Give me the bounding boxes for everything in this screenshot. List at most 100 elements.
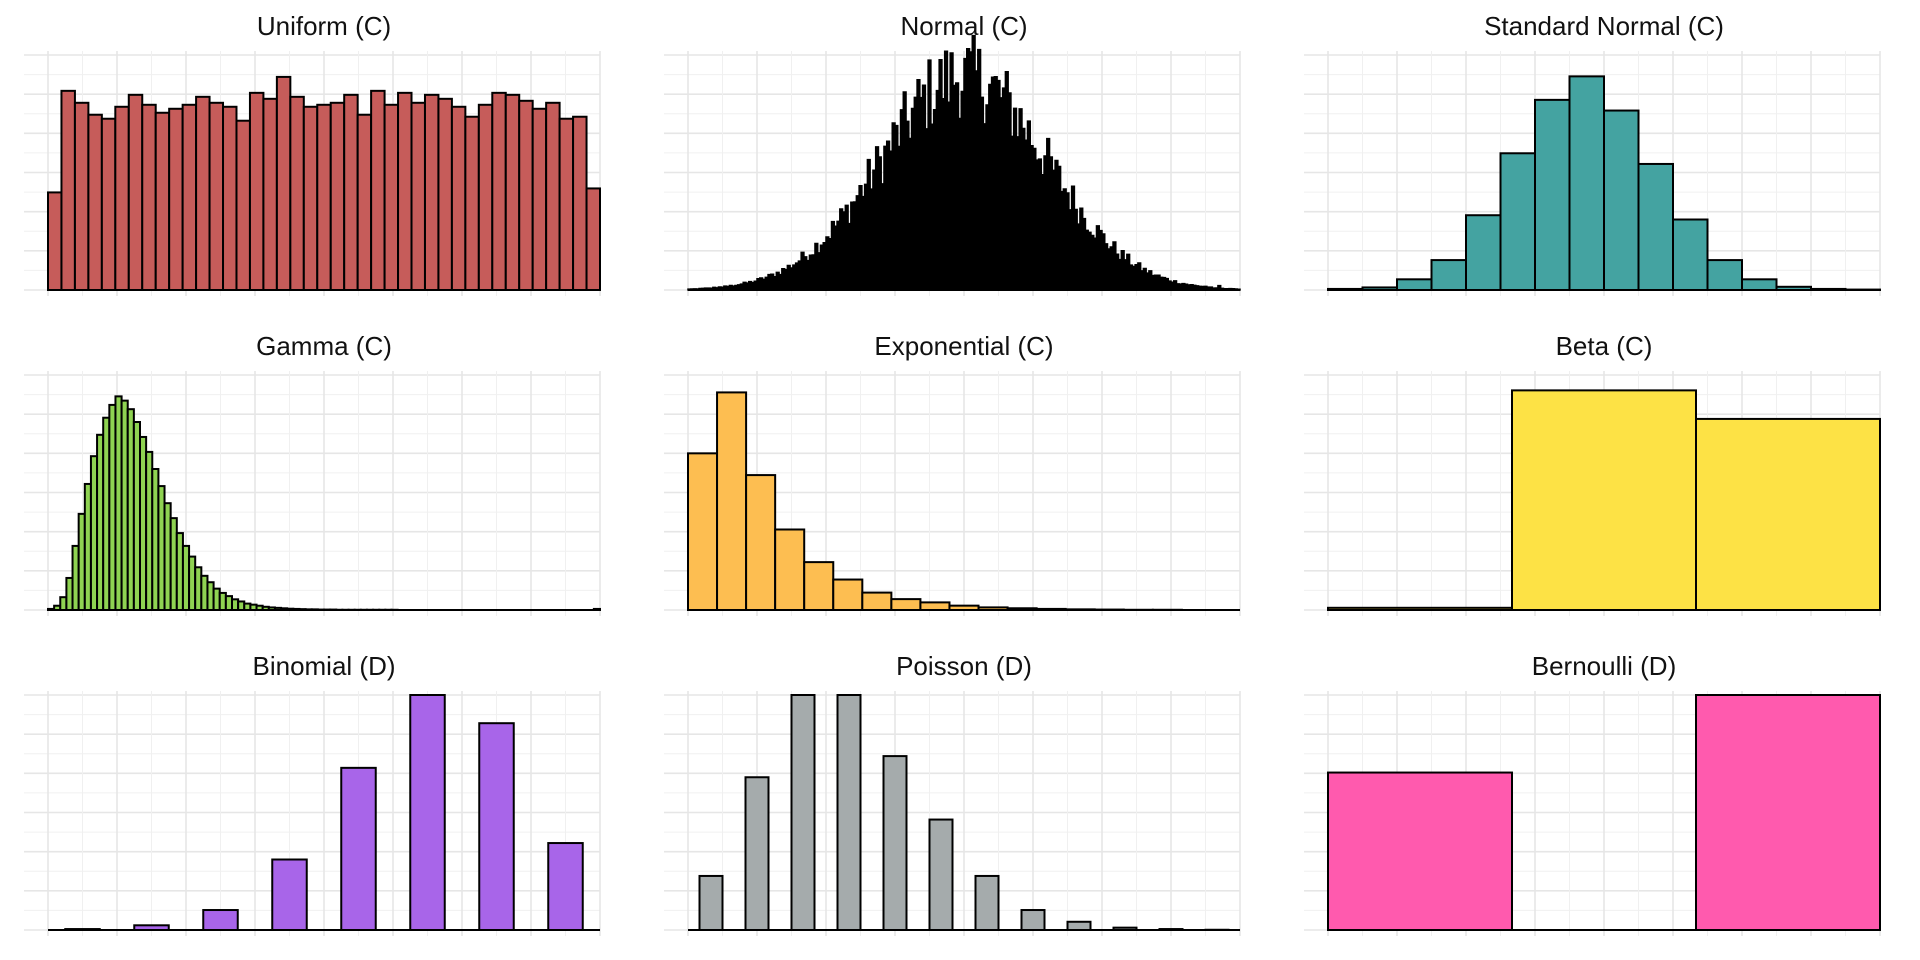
bar (1695, 694, 1881, 931)
bar (127, 93, 144, 291)
panel-standard-normal: Standard Normal (C) (1304, 11, 1881, 296)
panel-title: Standard Normal (C) (1484, 11, 1724, 41)
bar (698, 874, 724, 932)
bar (168, 107, 184, 292)
bar (890, 598, 922, 611)
bar (478, 722, 515, 932)
bar (383, 103, 400, 291)
bar (928, 818, 954, 931)
bar (222, 105, 238, 291)
bar (585, 187, 601, 291)
bar (558, 117, 575, 291)
panel-exponential: Exponential (C) (664, 331, 1241, 616)
bar (271, 858, 308, 931)
bar (1603, 109, 1640, 291)
bar (437, 97, 453, 292)
bar (803, 561, 835, 612)
bar (275, 75, 292, 291)
panel-gamma: Gamma (C) (24, 331, 601, 616)
bar (832, 578, 864, 612)
bar (262, 97, 278, 292)
bar (60, 89, 76, 291)
bar-series (687, 391, 1183, 612)
bar (1568, 75, 1605, 292)
bar (518, 99, 534, 291)
bar (1534, 98, 1571, 292)
bar (919, 601, 951, 612)
bar (114, 105, 130, 291)
panel-title: Uniform (C) (257, 11, 391, 41)
panel-title: Binomial (D) (252, 651, 395, 681)
bar-series (64, 694, 584, 932)
panel-title: Bernoulli (D) (1532, 651, 1677, 681)
bar (1741, 278, 1778, 291)
bar (744, 776, 770, 931)
bar (316, 103, 332, 291)
bar (47, 191, 63, 291)
bar (450, 105, 467, 291)
bar-series (47, 75, 601, 292)
bar-series (698, 694, 1230, 932)
bar (477, 103, 494, 291)
bar (745, 474, 777, 611)
panel-title: Poisson (D) (896, 651, 1032, 681)
bar (235, 119, 251, 291)
bar (195, 95, 211, 291)
bar (1327, 771, 1513, 931)
panel-title: Gamma (C) (256, 331, 392, 361)
panel-title: Normal (C) (900, 11, 1027, 41)
panel-binomial: Binomial (D) (24, 651, 601, 936)
bar (410, 101, 426, 291)
bar (1511, 389, 1697, 612)
bar (1672, 218, 1709, 291)
bar (1695, 417, 1881, 611)
bar (1020, 909, 1046, 932)
panel-beta: Beta (C) (1304, 331, 1881, 616)
bar (340, 766, 377, 931)
bar (1066, 920, 1092, 932)
bar (302, 105, 319, 291)
bar (141, 103, 157, 291)
panel-normal: Normal (C) (664, 11, 1241, 296)
panel-title: Exponential (C) (874, 331, 1053, 361)
panel-title: Beta (C) (1556, 331, 1653, 361)
bar (409, 694, 446, 931)
bar (343, 93, 359, 291)
bar (329, 101, 346, 291)
bar (73, 101, 90, 291)
bar (882, 755, 908, 931)
bar-series (687, 34, 1241, 291)
bar (547, 842, 584, 931)
bar (423, 93, 440, 291)
bar (208, 101, 225, 291)
bar (687, 452, 719, 612)
bar (87, 113, 103, 292)
bar (861, 591, 893, 611)
bar (1430, 259, 1467, 292)
bar (531, 107, 548, 292)
bar (836, 694, 862, 931)
bar (1637, 162, 1674, 291)
bar (370, 89, 386, 291)
bar (774, 528, 806, 611)
panel-uniform: Uniform (C) (24, 11, 601, 296)
bar (1499, 152, 1536, 291)
bar (100, 117, 117, 291)
bar (289, 95, 305, 291)
bar (202, 909, 239, 932)
bar (1396, 278, 1433, 291)
bar (464, 115, 480, 291)
bar (974, 874, 1000, 932)
panel-poisson: Poisson (D) (664, 651, 1241, 936)
bar (545, 101, 561, 291)
bar (790, 694, 816, 931)
bar (181, 103, 198, 291)
bar (716, 391, 748, 611)
bar (248, 91, 265, 291)
histogram-area (687, 34, 1241, 291)
bar (397, 91, 413, 291)
bar (356, 113, 373, 292)
bar (154, 111, 171, 291)
bar (491, 91, 507, 291)
